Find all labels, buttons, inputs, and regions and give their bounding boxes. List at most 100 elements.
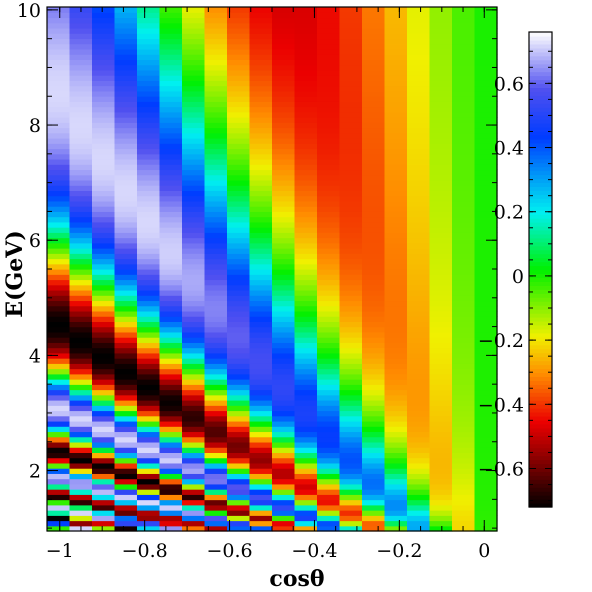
heatmap-cell (114, 248, 138, 254)
heatmap-cell (294, 22, 318, 29)
heatmap-cell (182, 284, 206, 291)
heatmap-cell (204, 420, 228, 427)
heatmap-cell (182, 342, 206, 349)
heatmap-cell (204, 499, 228, 506)
heatmap-cell (294, 169, 318, 176)
heatmap-cell (114, 289, 138, 296)
heatmap-cell (92, 478, 116, 485)
heatmap-cell (137, 253, 161, 260)
heatmap-cell (204, 342, 228, 349)
heatmap-cell (92, 316, 116, 322)
heatmap-cell (159, 462, 183, 469)
heatmap-cell (362, 263, 386, 270)
heatmap-cell (407, 122, 431, 129)
heatmap-cell (362, 347, 386, 354)
heatmap-cell (407, 420, 431, 427)
colorbar-segment (529, 261, 552, 267)
heatmap-cell (137, 525, 161, 532)
heatmap-cell (114, 347, 138, 354)
heatmap-cell (294, 200, 318, 207)
heatmap-cell (452, 96, 476, 102)
heatmap-cell (272, 221, 296, 228)
heatmap-cell (249, 164, 273, 171)
heatmap-cell (294, 410, 318, 417)
heatmap-cell (474, 216, 498, 223)
heatmap-cell (317, 232, 341, 239)
heatmap-cell (249, 169, 273, 176)
heatmap-cell (384, 389, 408, 396)
heatmap-cell (384, 462, 408, 469)
heatmap-cell (114, 468, 138, 474)
heatmap-cell (407, 384, 431, 391)
heatmap-cell (159, 22, 183, 29)
heatmap-cell (407, 342, 431, 349)
heatmap-cell (92, 33, 116, 40)
heatmap-cell (92, 22, 116, 29)
heatmap-cell (69, 504, 93, 511)
heatmap-cell (362, 85, 386, 92)
heatmap-cell (362, 441, 386, 448)
heatmap-cell (249, 489, 273, 495)
heatmap-cell (407, 138, 431, 144)
heatmap-cell (204, 363, 228, 370)
heatmap-cell (47, 483, 71, 490)
heatmap-cell (114, 111, 138, 118)
heatmap-cell (362, 295, 386, 302)
heatmap-cell (294, 483, 318, 490)
colorbar-segment (529, 443, 552, 449)
heatmap-cell (249, 227, 273, 233)
heatmap-cell (92, 90, 116, 97)
heatmap-cell (429, 452, 453, 459)
heatmap-cell (159, 337, 183, 343)
heatmap-cell (272, 132, 296, 139)
heatmap-cell (47, 489, 71, 495)
heatmap-cell (317, 499, 341, 506)
heatmap-cell (339, 279, 363, 286)
heatmap-cell (249, 211, 273, 218)
heatmap-cell (474, 321, 498, 328)
heatmap-cell (429, 227, 453, 233)
heatmap-cell (249, 494, 273, 501)
heatmap-cell (137, 7, 161, 13)
heatmap-cell (452, 263, 476, 270)
heatmap-cell (227, 75, 251, 81)
colorbar-segment (529, 431, 552, 437)
heatmap-cell (429, 331, 453, 338)
heatmap-cell (452, 43, 476, 50)
heatmap-cell (182, 43, 206, 50)
heatmap-cell (452, 379, 476, 385)
heatmap-cell (249, 510, 273, 516)
colorbar-segment (529, 142, 552, 148)
heatmap-cell (294, 216, 318, 223)
heatmap-cell (452, 289, 476, 296)
heatmap-cell (249, 43, 273, 50)
heatmap-cell (69, 248, 93, 254)
heatmap-cell (272, 64, 296, 71)
heatmap-cell (362, 7, 386, 13)
heatmap-cell (362, 33, 386, 40)
heatmap-cell (159, 190, 183, 197)
heatmap-cell (182, 164, 206, 171)
heatmap-cell (92, 447, 116, 453)
heatmap-cell (227, 179, 251, 186)
heatmap-cell (249, 326, 273, 333)
heatmap-cell (317, 352, 341, 359)
heatmap-cell (474, 295, 498, 302)
heatmap-cell (182, 420, 206, 427)
heatmap-cell (137, 405, 161, 412)
heatmap-cell (137, 499, 161, 506)
heatmap-cell (272, 274, 296, 281)
heatmap-cell (429, 80, 453, 87)
colorbar-tick-label: 0.6 (494, 73, 524, 95)
heatmap-cell (384, 316, 408, 322)
colorbar-segment (529, 79, 552, 85)
heatmap-cell (249, 468, 273, 474)
heatmap-cell (47, 368, 71, 375)
heatmap-cell (47, 473, 71, 480)
heatmap-cell (159, 248, 183, 254)
heatmap-cell (294, 263, 318, 270)
heatmap-cell (362, 59, 386, 66)
heatmap-cell (317, 227, 341, 233)
heatmap-cell (362, 185, 386, 191)
heatmap-cell (204, 426, 228, 433)
